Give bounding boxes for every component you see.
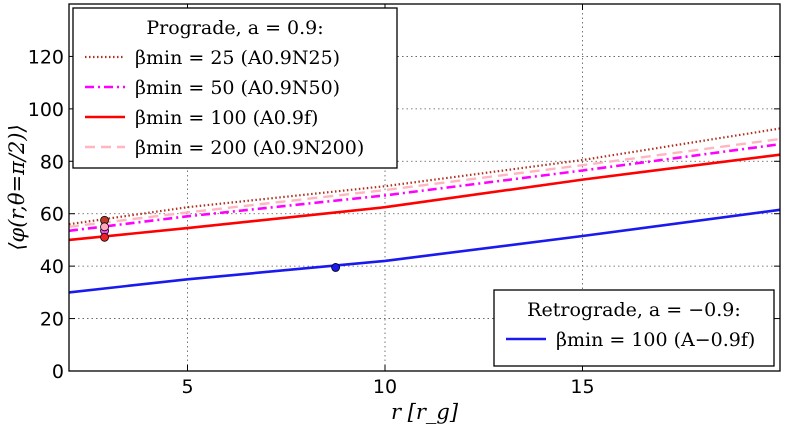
legend-box — [493, 289, 775, 367]
y-tick-label: 60 — [40, 204, 64, 226]
legend-label-A0.9N25: βmin = 25 (A0.9N25) — [135, 47, 340, 69]
series-line-A0.9N200 — [68, 137, 781, 228]
x-axis-label: r [r_g] — [391, 400, 459, 424]
y-tick-label: 20 — [40, 309, 64, 331]
y-tick-label: 120 — [28, 46, 64, 68]
y-axis-label: ⟨φ(r,θ=π/2)⟩ — [5, 124, 29, 250]
y-tick-label: 40 — [40, 256, 64, 278]
legend-prograde: Prograde, a = 0.9: βmin = 25 (A0.9N25) βmi… — [72, 7, 398, 169]
series-line-A0.9f — [68, 153, 781, 242]
series-marker-A0.9f — [100, 232, 109, 242]
legend-label-A-0.9f: βmin = 100 (A−0.9f) — [556, 329, 755, 351]
series-layer — [68, 127, 781, 294]
ticks: 5 10 15 0 20 40 60 80 100 120 — [28, 4, 780, 398]
marker-layer — [100, 215, 341, 272]
series-line-A-0.9f — [68, 208, 781, 294]
y-tick-label: 0 — [52, 361, 64, 383]
legend-label-A0.9N200: βmin = 200 (A0.9N200) — [135, 137, 364, 159]
series-line-A0.9N25 — [68, 127, 781, 226]
y-tick-label: 100 — [28, 99, 64, 121]
legend-box — [72, 7, 398, 169]
legend-retrograde: Retrograde, a = −0.9: βmin = 100 (A−0.9f) — [493, 289, 775, 367]
axis-labels: r [r_g] ⟨φ(r,θ=π/2)⟩ — [5, 124, 459, 424]
series-marker-A-0.9f — [331, 263, 341, 272]
y-tick-label: 80 — [40, 151, 64, 173]
x-tick-label: 5 — [181, 376, 193, 398]
x-tick-label: 15 — [570, 376, 594, 398]
legend-title: Prograde, a = 0.9: — [146, 17, 323, 39]
x-tick-label: 10 — [373, 376, 397, 398]
legend-title: Retrograde, a = −0.9: — [527, 299, 741, 321]
series-line-A0.9N50 — [68, 142, 781, 233]
legend-label-A0.9f: βmin = 100 (A0.9f) — [135, 107, 318, 129]
series-marker-A0.9N200 — [100, 222, 109, 232]
legend-label-A0.9N50: βmin = 50 (A0.9N50) — [135, 77, 340, 99]
plot-frame — [68, 3, 781, 372]
